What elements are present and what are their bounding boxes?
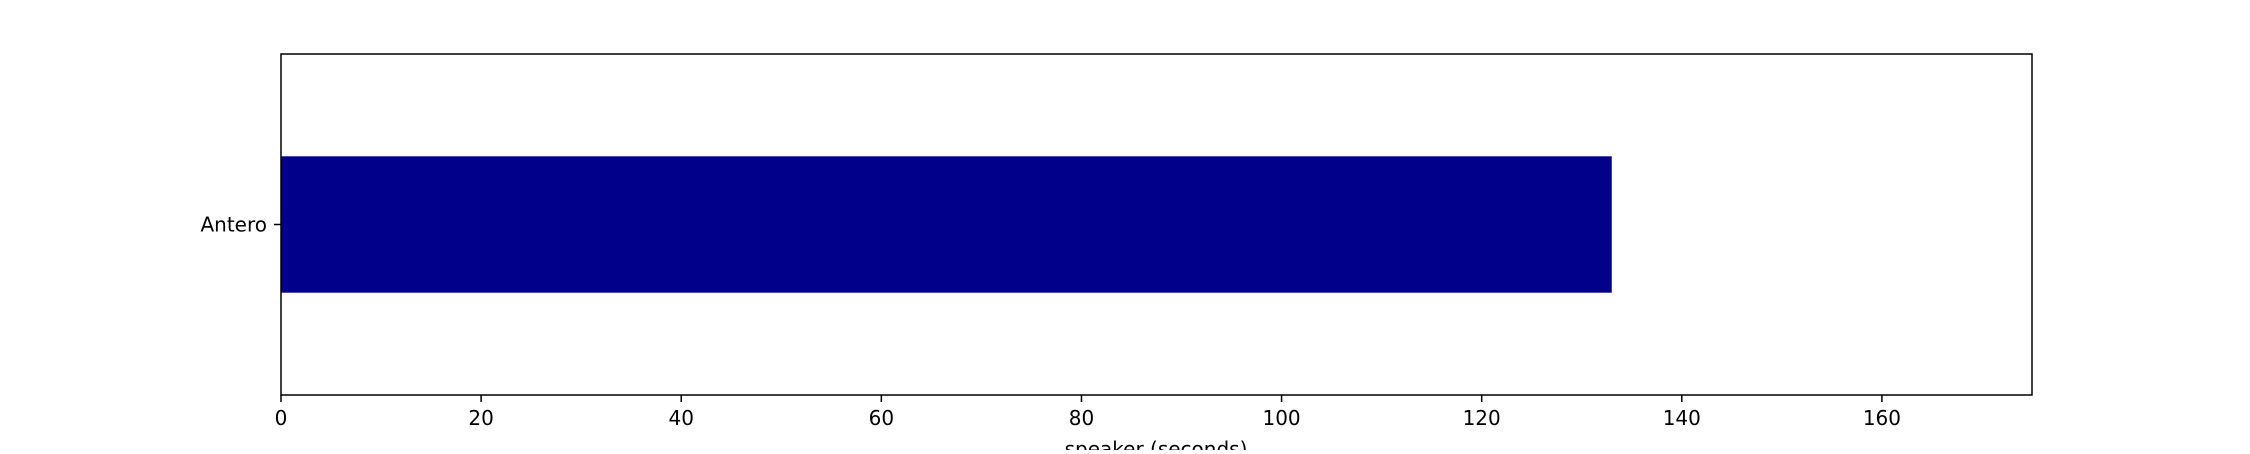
x-tick-label: 140: [1663, 406, 1701, 430]
x-tick-label: 0: [275, 406, 288, 430]
x-axis: 0 20 40 60 80 100 120 140 160: [275, 395, 1901, 430]
x-tick-label: 20: [468, 406, 493, 430]
bars-layer: [281, 156, 1612, 293]
y-axis: Antero: [200, 213, 281, 237]
x-tick-label: 60: [869, 406, 894, 430]
x-tick-label: 160: [1863, 406, 1901, 430]
x-tick-label: 100: [1262, 406, 1300, 430]
x-tick-label: 40: [669, 406, 694, 430]
x-axis-label: speaker (seconds): [1065, 437, 1248, 450]
bar-antero: [281, 156, 1612, 293]
x-tick-label: 80: [1069, 406, 1094, 430]
x-tick-label: 120: [1463, 406, 1501, 430]
y-tick-label: Antero: [200, 213, 267, 237]
